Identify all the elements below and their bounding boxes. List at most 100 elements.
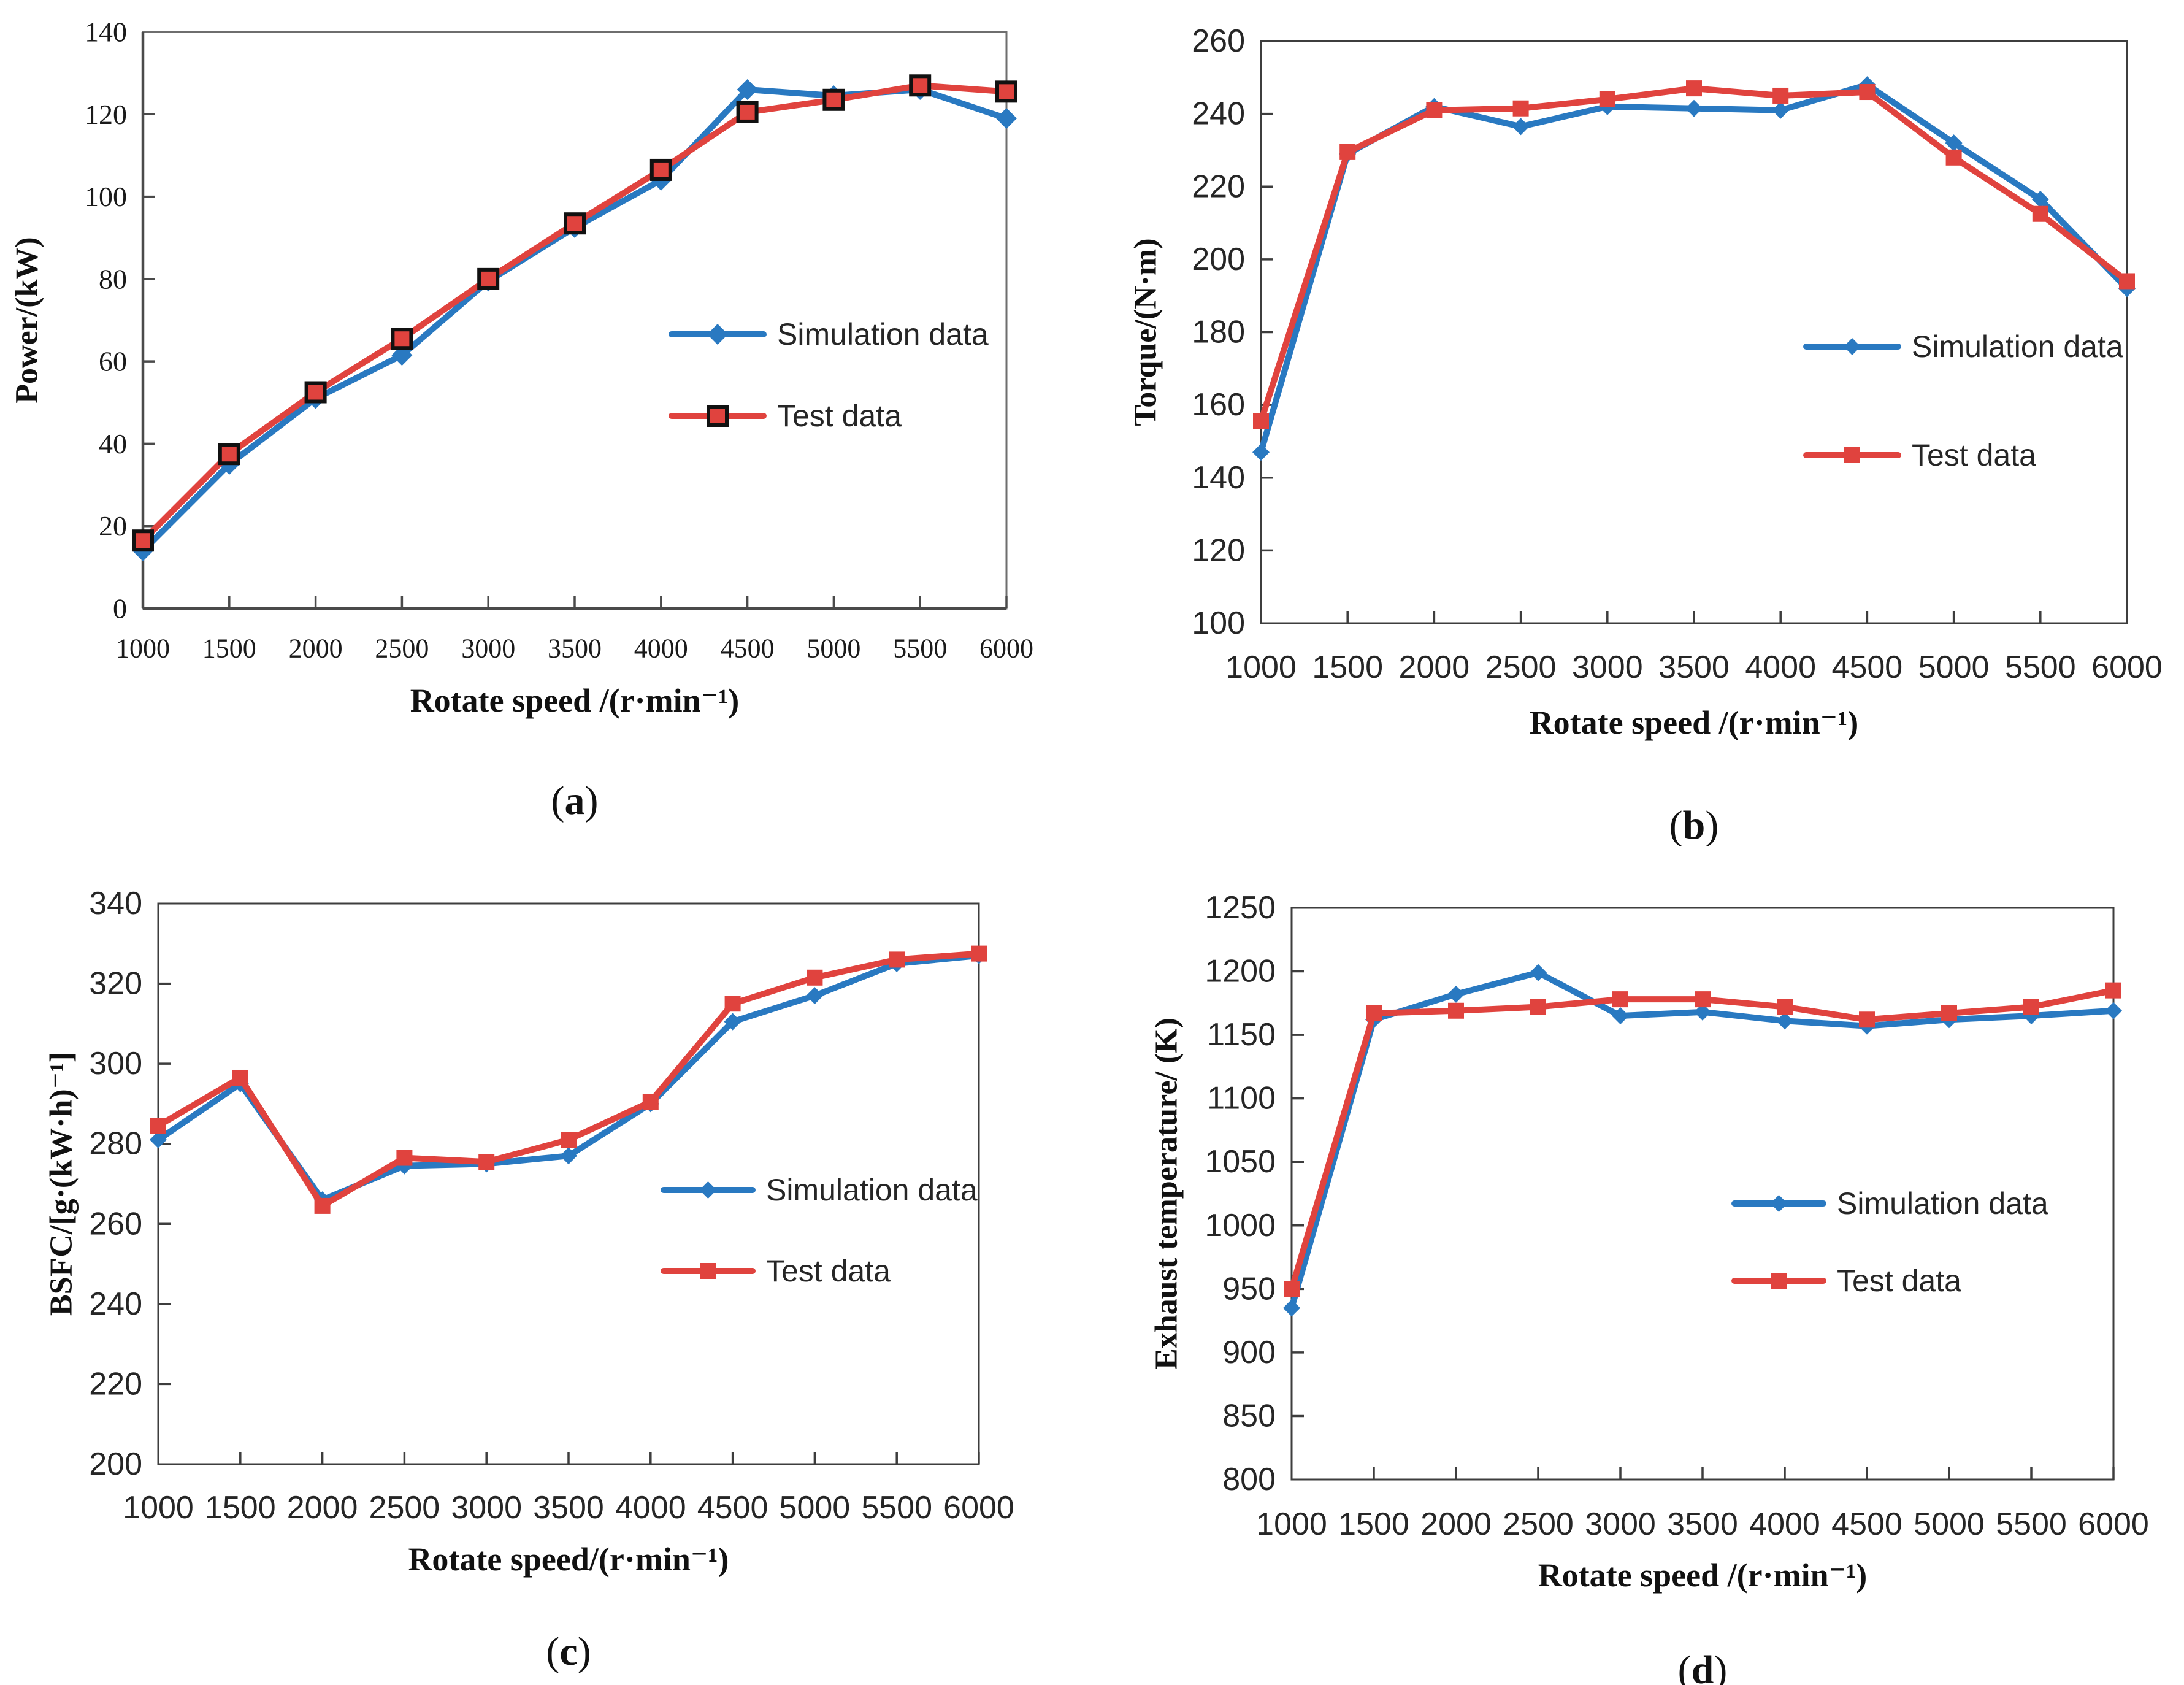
figure-caption: (a): [551, 778, 599, 823]
x-axis-tick-label: 3500: [548, 634, 602, 664]
test-data-marker: [391, 328, 413, 350]
y-axis-tick-label: 300: [89, 1046, 142, 1081]
x-axis-tick-label: 4000: [1745, 650, 1816, 685]
y-axis-tick-label: 80: [99, 263, 127, 294]
test-data-marker: [736, 101, 759, 123]
test-data-marker: [642, 1094, 659, 1110]
test-data-marker: [477, 267, 500, 290]
x-axis-tick-label: 4500: [1832, 650, 1903, 685]
y-axis-tick-label: 950: [1222, 1271, 1276, 1307]
simulation-data-marker: [391, 345, 413, 366]
test-data-marker: [232, 1069, 248, 1086]
chart-background: [1092, 846, 2184, 1685]
test-data-marker: [396, 1150, 413, 1166]
legend-item-test: Test data: [669, 399, 902, 433]
y-axis-tick-label: 0: [113, 593, 127, 624]
y-axis-tick-label: 120: [85, 99, 127, 130]
x-axis-tick-label: 5000: [1914, 1507, 1985, 1542]
y-axis-tick-label: 850: [1222, 1398, 1276, 1434]
chart-background: [1092, 0, 2184, 846]
simulation-data-marker: [1252, 443, 1270, 461]
simulation-data-marker: [1685, 99, 1703, 117]
y-axis-tick-label: 1050: [1205, 1144, 1276, 1180]
y-axis-tick-label: 900: [1222, 1335, 1276, 1370]
test-data-marker: [304, 381, 327, 404]
simulation-data-marker: [1447, 985, 1465, 1003]
test-data-marker: [2032, 205, 2048, 222]
simulation-data-marker: [699, 1181, 717, 1199]
simulation-data-marker: [1283, 1299, 1300, 1317]
chart-panel-a: 0 20 40 60 80 100 120 140 1000 1500 2000 2500 3000 35…: [0, 0, 1092, 846]
test-data-marker: [1771, 1273, 1787, 1289]
y-axis-tick-label: 1150: [1207, 1017, 1276, 1053]
x-axis-tick-label: 1500: [202, 634, 256, 664]
y-axis-tick-label: 800: [1222, 1462, 1276, 1497]
x-axis-title: Rotate speed /(r·min⁻¹): [1538, 1557, 1868, 1594]
legend: Simulation data Test data: [661, 1173, 978, 1288]
y-axis-tick-label: 100: [1192, 605, 1245, 641]
simulation-data-marker: [806, 987, 824, 1005]
test-data-marker: [314, 1197, 331, 1214]
y-axis-tick-label: 320: [89, 966, 142, 1002]
legend-label: Simulation data: [777, 317, 989, 351]
test-data-marker: [649, 158, 672, 181]
y-axis-tick-label: 1250: [1205, 890, 1276, 926]
bsfc-chart: 200 220 240 260 280 300 320 340 1000 1500 2000 2500…: [0, 846, 1092, 1685]
legend-item-simulation: Simulation data: [1803, 329, 2123, 364]
x-axis-title: Rotate speed/(r·min⁻¹): [408, 1541, 729, 1578]
x-axis-tick-label: 3000: [451, 1490, 522, 1526]
test-data-marker: [478, 1154, 495, 1170]
test-data-marker: [971, 945, 987, 962]
simulation-data-marker: [2031, 191, 2049, 209]
legend: Simulation data Test data: [1731, 1186, 2048, 1298]
test-data-marker: [807, 969, 823, 986]
x-axis-tick-label: 1000: [116, 634, 170, 664]
test-data-marker: [1695, 991, 1711, 1008]
legend-item-simulation: Simulation data: [669, 317, 989, 351]
y-axis-tick-label: 20: [99, 510, 127, 542]
exhaust-temperature-chart: 800 850 900 950 1000 1050 1100 1150 1200 1250 1000…: [1092, 846, 2184, 1685]
chart-panel-d: 800 850 900 950 1000 1050 1100 1150 1200 1250 1000…: [1092, 846, 2184, 1685]
test-data-marker: [1448, 1002, 1464, 1019]
x-axis-tick-label: 1000: [1256, 1507, 1327, 1542]
test-data-marker: [1777, 999, 1793, 1015]
x-axis-tick-label: 4500: [697, 1490, 768, 1526]
simulation-data-marker: [1612, 1007, 1629, 1025]
x-axis-tick-label: 5500: [861, 1490, 932, 1526]
test-data-marker: [2105, 982, 2121, 999]
x-axis-tick-label: 2500: [369, 1490, 440, 1526]
y-axis-tick-label: 260: [89, 1206, 142, 1242]
figure-caption: (b): [1669, 803, 1719, 847]
legend-label: Test data: [777, 399, 902, 433]
y-axis-title: BSFC/[g·(kW·h)⁻¹]: [44, 1052, 79, 1316]
test-data-marker: [132, 529, 154, 552]
chart-background: [0, 0, 1092, 846]
chart-background: [0, 846, 1092, 1685]
test-data-marker: [1339, 144, 1356, 160]
x-axis-title: Rotate speed /(r·min⁻¹): [1530, 704, 1859, 741]
y-axis-tick-label: 220: [1192, 169, 1245, 204]
x-axis-tick-label: 2000: [1420, 1507, 1492, 1542]
legend: Simulation data Test data: [669, 317, 989, 433]
legend-item-test: Test data: [1731, 1264, 1961, 1298]
y-axis-tick-label: 180: [1192, 315, 1245, 350]
x-axis-tick-label: 5500: [893, 634, 947, 664]
x-axis-tick-label: 4000: [634, 634, 688, 664]
legend-item-test: Test data: [1803, 438, 2036, 472]
x-axis-tick-label: 2000: [287, 1490, 358, 1526]
y-axis-tick-label: 1200: [1205, 954, 1276, 989]
test-data-marker: [564, 212, 586, 235]
simulation-data-marker: [150, 1131, 167, 1149]
x-axis-title: Rotate speed /(r·min⁻¹): [410, 682, 740, 719]
simulation-data-marker: [724, 1013, 741, 1031]
test-data-marker: [700, 1263, 716, 1279]
y-axis-tick-label: 1100: [1207, 1081, 1276, 1116]
x-axis-tick-label: 4000: [1749, 1507, 1820, 1542]
legend-label: Test data: [766, 1254, 891, 1288]
power-chart: 0 20 40 60 80 100 120 140 1000 1500 2000 2500 3000 35…: [0, 0, 1092, 846]
y-axis-tick-label: 60: [99, 346, 127, 377]
y-axis-tick-label: 120: [1192, 532, 1245, 568]
figure-caption: (d): [1678, 1648, 1728, 1685]
y-axis-tick-label: 240: [89, 1286, 142, 1322]
